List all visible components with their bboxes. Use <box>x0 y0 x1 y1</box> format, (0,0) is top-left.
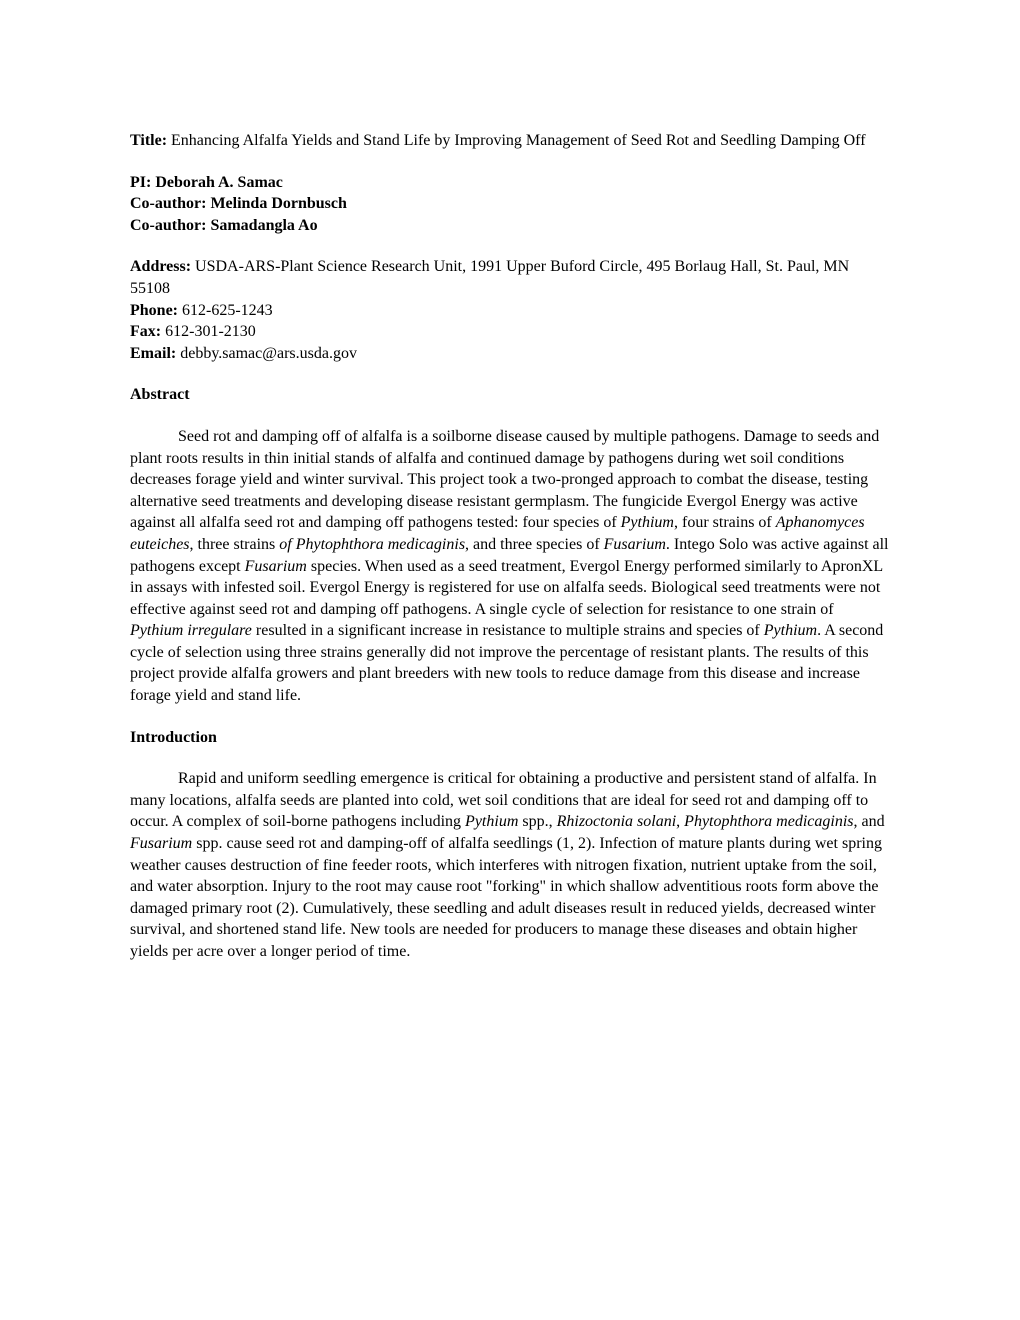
intro-text-3: , <box>676 813 684 830</box>
intro-italic-3: Phytophthora medicaginis <box>684 813 853 830</box>
abstract-italic-1: Pythium <box>621 514 674 531</box>
email-label: Email: <box>130 345 176 362</box>
abstract-text-7: resulted in a significant increase in re… <box>252 622 764 639</box>
address-line: Address: USDA-ARS-Plant Science Research… <box>130 256 890 299</box>
introduction-paragraph: Rapid and uniform seedling emergence is … <box>130 768 890 962</box>
intro-text-5: spp. cause seed rot and damping-off of a… <box>130 835 882 960</box>
address-label: Address: <box>130 258 191 275</box>
email-line: Email: debby.samac@ars.usda.gov <box>130 343 890 365</box>
author-pi: PI: Deborah A. Samac <box>130 172 890 194</box>
abstract-italic-7: Pythium <box>764 622 817 639</box>
co2-name: Samadangla Ao <box>210 217 317 234</box>
abstract-heading: Abstract <box>130 384 890 406</box>
co1-name: Melinda Dornbusch <box>210 195 346 212</box>
pi-label: PI: <box>130 174 155 191</box>
intro-text-2: spp., <box>518 813 556 830</box>
fax-text: 612-301-2130 <box>161 323 256 340</box>
abstract-paragraph: Seed rot and damping off of alfalfa is a… <box>130 426 890 707</box>
abstract-text-4: , and three species of <box>465 536 604 553</box>
author-co1: Co-author: Melinda Dornbusch <box>130 193 890 215</box>
document-page: Title: Enhancing Alfalfa Yields and Stan… <box>0 0 1020 963</box>
abstract-italic-3: of Phytophthora medicaginis <box>279 536 465 553</box>
author-co2: Co-author: Samadangla Ao <box>130 215 890 237</box>
intro-italic-2: Rhizoctonia solani <box>557 813 677 830</box>
co1-label: Co-author: <box>130 195 210 212</box>
intro-text-4: , and <box>853 813 884 830</box>
contact-section: Address: USDA-ARS-Plant Science Research… <box>130 256 890 364</box>
pi-name: Deborah A. Samac <box>155 174 283 191</box>
address-text: USDA-ARS-Plant Science Research Unit, 19… <box>130 258 849 297</box>
abstract-italic-6: Pythium irregulare <box>130 622 252 639</box>
title-text: Enhancing Alfalfa Yields and Stand Life … <box>167 132 866 149</box>
abstract-text-2: , four strains of <box>674 514 776 531</box>
phone-label: Phone: <box>130 302 178 319</box>
abstract-italic-4: Fusarium <box>604 536 666 553</box>
abstract-italic-5: Fusarium <box>245 558 307 575</box>
co2-label: Co-author: <box>130 217 210 234</box>
fax-line: Fax: 612-301-2130 <box>130 321 890 343</box>
intro-italic-4: Fusarium <box>130 835 192 852</box>
phone-line: Phone: 612-625-1243 <box>130 300 890 322</box>
intro-italic-1: Pythium <box>465 813 518 830</box>
phone-text: 612-625-1243 <box>178 302 273 319</box>
fax-label: Fax: <box>130 323 161 340</box>
abstract-text-3: , three strains <box>190 536 280 553</box>
title-section: Title: Enhancing Alfalfa Yields and Stan… <box>130 130 890 152</box>
email-text: debby.samac@ars.usda.gov <box>176 345 357 362</box>
authors-section: PI: Deborah A. Samac Co-author: Melinda … <box>130 172 890 237</box>
title-label: Title: <box>130 132 167 149</box>
introduction-heading: Introduction <box>130 727 890 749</box>
